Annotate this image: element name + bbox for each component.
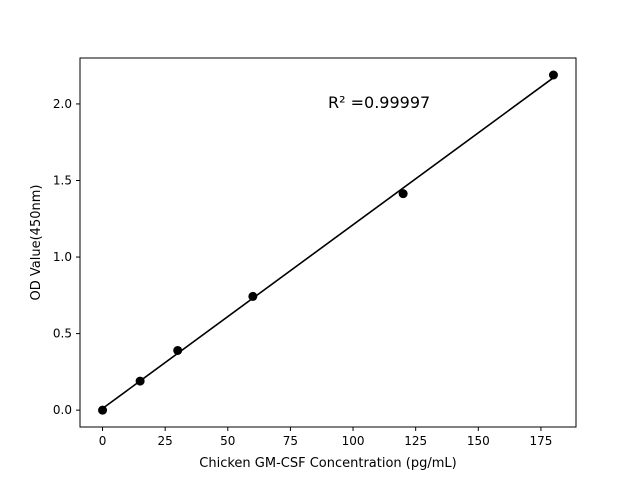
r-squared-annotation: R² =0.99997 bbox=[328, 93, 430, 112]
y-tick-label: 0.5 bbox=[53, 327, 72, 341]
x-tick-label: 50 bbox=[220, 434, 235, 448]
data-point bbox=[398, 189, 408, 199]
x-tick-label: 150 bbox=[467, 434, 490, 448]
y-axis-label: OD Value(450nm) bbox=[29, 185, 44, 301]
x-axis-label: Chicken GM-CSF Concentration (pg/mL) bbox=[199, 456, 456, 471]
x-tick-label: 100 bbox=[342, 434, 365, 448]
plot-marks bbox=[98, 70, 558, 415]
data-point bbox=[98, 405, 108, 415]
y-tick-label: 2.0 bbox=[53, 97, 72, 111]
data-point bbox=[135, 376, 145, 386]
y-tick-label: 0.0 bbox=[53, 403, 72, 417]
y-tick-label: 1.5 bbox=[53, 173, 72, 187]
x-axis: 0 25 50 75 100 125 150 175 bbox=[99, 427, 552, 448]
x-tick-label: 75 bbox=[283, 434, 298, 448]
y-axis: 0.0 0.5 1.0 1.5 2.0 bbox=[53, 97, 80, 417]
x-tick-label: 25 bbox=[158, 434, 173, 448]
fit-line bbox=[102, 77, 554, 410]
data-point bbox=[248, 291, 258, 301]
plot-frame bbox=[79, 57, 577, 428]
x-tick-label: 0 bbox=[99, 434, 107, 448]
data-point bbox=[548, 70, 558, 80]
x-tick-label: 175 bbox=[529, 434, 552, 448]
y-tick-label: 1.0 bbox=[53, 250, 72, 264]
data-point bbox=[173, 345, 183, 355]
x-tick-label: 125 bbox=[404, 434, 427, 448]
